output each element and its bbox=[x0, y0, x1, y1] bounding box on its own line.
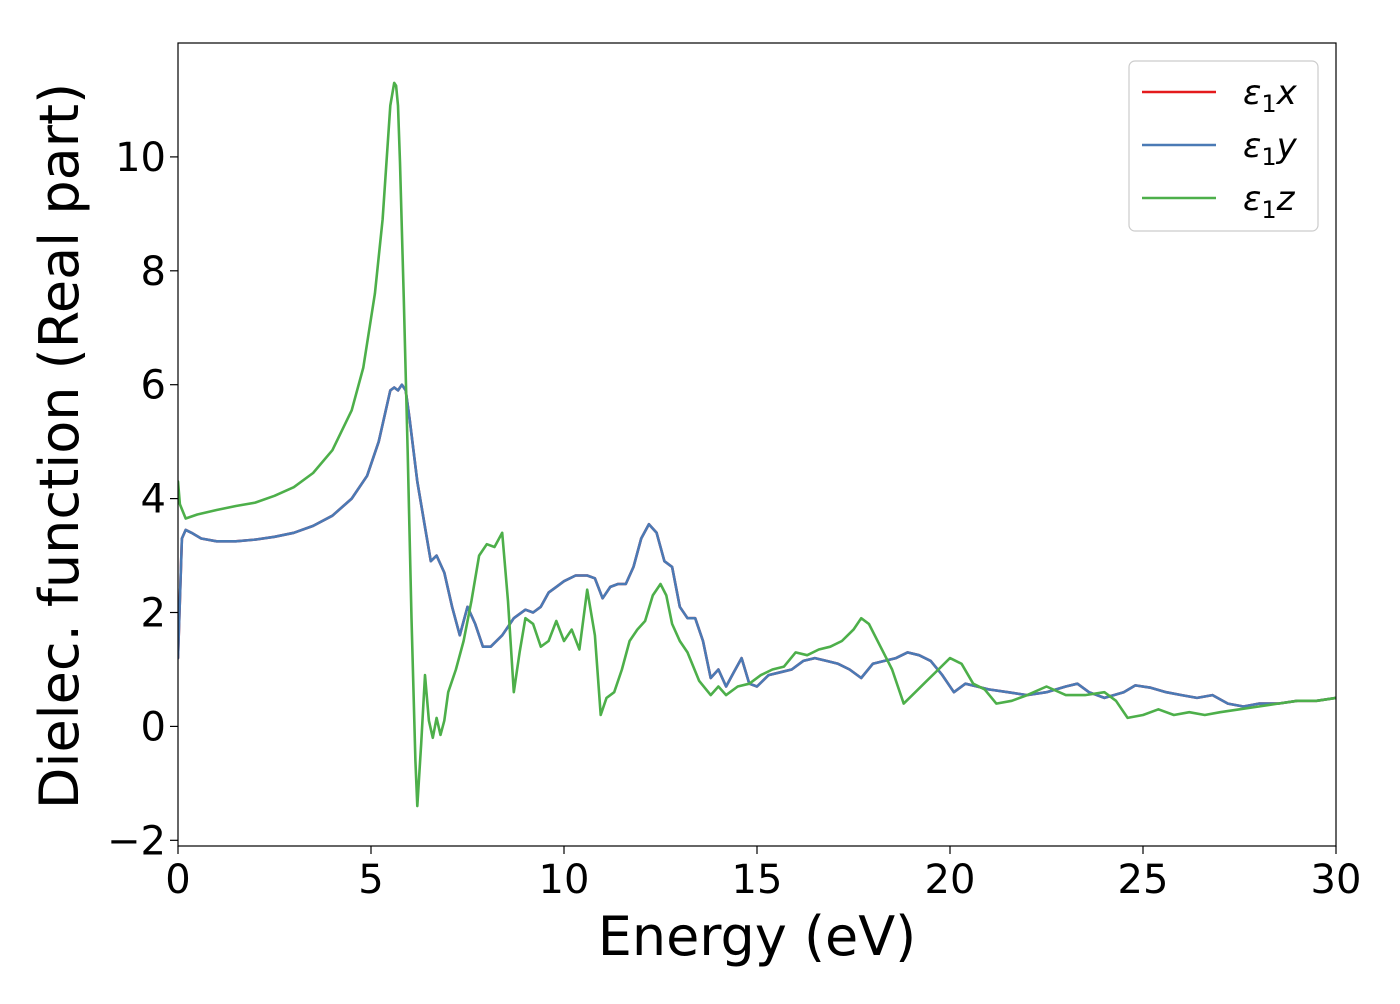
series-layer bbox=[178, 81, 1336, 808]
y-tick-label: 4 bbox=[141, 477, 166, 523]
x-tick-label: 5 bbox=[358, 857, 383, 903]
y-tick-label: 0 bbox=[141, 704, 166, 750]
legend: ε1x ε1y ε1z bbox=[1128, 60, 1319, 232]
y-axis: −2 0 2 4 6 8 10 bbox=[107, 135, 178, 864]
y-axis-title: Dielec. function (Real part) bbox=[28, 83, 91, 809]
x-tick-label: 15 bbox=[732, 857, 783, 903]
y-tick-label: 8 bbox=[141, 249, 166, 295]
legend-label-0: ε1x bbox=[1243, 73, 1298, 118]
legend-items: ε1x ε1y ε1z bbox=[1142, 73, 1298, 224]
x-tick-label: 0 bbox=[165, 857, 190, 903]
x-axis: 0 5 10 15 20 25 30 bbox=[165, 846, 1361, 903]
x-axis-title: Energy (eV) bbox=[598, 905, 917, 968]
x-tick-label: 10 bbox=[539, 857, 590, 903]
series-line-2 bbox=[178, 81, 1336, 808]
y-tick-label: 10 bbox=[115, 135, 166, 181]
y-tick-label: −2 bbox=[107, 818, 166, 864]
legend-box bbox=[1128, 60, 1319, 232]
x-tick-label: 25 bbox=[1118, 857, 1169, 903]
x-tick-label: 30 bbox=[1311, 857, 1362, 903]
legend-label-2: ε1z bbox=[1243, 179, 1296, 224]
series-line-1 bbox=[178, 383, 1336, 708]
x-tick-label: 20 bbox=[925, 857, 976, 903]
legend-label-1: ε1y bbox=[1243, 126, 1298, 171]
y-tick-label: 2 bbox=[141, 591, 166, 637]
y-tick-label: 6 bbox=[141, 363, 166, 409]
series-line-0 bbox=[178, 383, 1336, 708]
